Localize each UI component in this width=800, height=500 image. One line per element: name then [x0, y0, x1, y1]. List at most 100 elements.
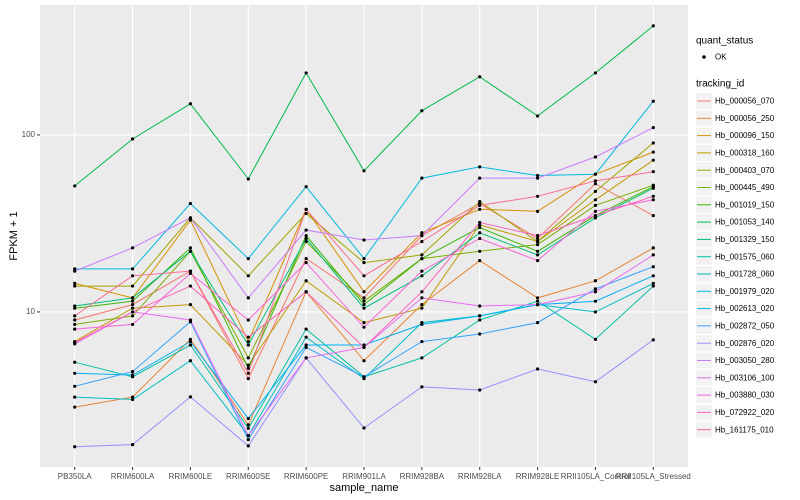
data-point	[478, 258, 482, 263]
data-point	[188, 359, 193, 363]
data-point	[246, 296, 250, 300]
data-point	[362, 375, 366, 379]
data-point	[651, 214, 655, 218]
data-point	[420, 109, 424, 113]
legend-label: Hb_003050_280	[715, 356, 775, 365]
data-point	[420, 356, 424, 360]
data-point	[535, 258, 540, 263]
data-point	[651, 99, 655, 103]
x-tick-label: RRIM600SE	[226, 472, 270, 481]
legend-label: Hb_001019_150	[715, 200, 775, 209]
data-point	[593, 198, 598, 202]
point-legend-title: quant_status	[696, 36, 753, 47]
data-point	[246, 339, 250, 344]
data-point	[478, 200, 482, 204]
data-point	[593, 290, 598, 294]
legend-label: Hb_000056_070	[715, 97, 775, 106]
data-point	[420, 306, 424, 310]
data-point	[478, 220, 482, 225]
data-point	[130, 314, 135, 318]
data-point	[478, 231, 482, 235]
data-point	[535, 236, 540, 241]
data-point	[420, 176, 424, 180]
data-point	[535, 173, 540, 178]
legend-label: Hb_002876_020	[715, 339, 775, 348]
data-point	[651, 281, 655, 285]
data-point	[130, 442, 135, 447]
data-point	[478, 75, 482, 79]
data-point	[478, 314, 482, 318]
data-point	[130, 137, 135, 141]
data-point	[535, 239, 540, 244]
data-point	[73, 327, 77, 331]
data-point	[73, 269, 77, 273]
data-point	[593, 279, 598, 283]
data-point	[73, 304, 77, 308]
x-tick-label: RRIM928LA	[458, 472, 502, 481]
data-point	[73, 267, 77, 271]
data-point	[73, 322, 77, 327]
legend-label: Hb_001053_140	[715, 218, 775, 227]
data-point	[420, 322, 424, 327]
data-point	[420, 339, 424, 344]
data-point	[188, 395, 193, 399]
data-point	[651, 246, 655, 250]
data-point	[73, 318, 77, 322]
data-point	[651, 338, 655, 342]
legend-label: Hb_001979_020	[715, 287, 775, 296]
legend-label: Hb_000318_160	[715, 149, 775, 158]
data-point	[304, 356, 308, 360]
data-point	[478, 318, 482, 322]
data-point	[130, 395, 135, 399]
data-point	[246, 444, 250, 448]
legend-label: Hb_000445_490	[715, 183, 775, 192]
data-point	[593, 216, 598, 220]
y-axis-title: FPKM + 1	[8, 211, 20, 260]
data-point	[304, 260, 308, 265]
x-tick-label: RRIM901LA	[342, 472, 386, 481]
x-tick-label: RRII105LA_Stressed	[616, 472, 691, 481]
data-point	[188, 102, 193, 106]
data-point	[246, 437, 250, 442]
data-point	[246, 318, 250, 322]
data-point	[73, 405, 77, 409]
data-point	[188, 337, 193, 341]
x-tick-label: PB350LA	[58, 472, 92, 481]
data-point	[651, 253, 655, 257]
data-point	[362, 260, 366, 265]
data-point	[593, 155, 598, 159]
data-point	[420, 239, 424, 244]
legend-label: Hb_000056_250	[715, 114, 775, 123]
data-point	[304, 279, 308, 283]
data-point	[535, 233, 540, 238]
data-point	[188, 343, 193, 347]
data-point	[362, 290, 366, 294]
data-point	[535, 367, 540, 371]
data-point	[535, 176, 540, 180]
data-point	[130, 284, 135, 288]
data-point	[362, 257, 366, 261]
data-point	[130, 296, 135, 300]
data-point	[304, 257, 308, 261]
data-point	[593, 172, 598, 176]
data-point	[651, 186, 655, 190]
data-point	[362, 302, 366, 307]
data-point	[593, 214, 598, 218]
x-tick-label: RRIM600PE	[284, 472, 328, 481]
data-point	[246, 356, 250, 360]
data-point	[130, 370, 135, 374]
data-point	[304, 290, 308, 294]
data-point	[362, 321, 366, 325]
x-tick-label: RRII105LA_Control	[561, 472, 631, 481]
data-point	[651, 194, 655, 198]
data-point	[478, 225, 482, 230]
data-point	[73, 445, 77, 449]
data-point	[651, 24, 655, 28]
data-point	[420, 233, 424, 238]
data-point	[73, 395, 77, 399]
data-point	[420, 269, 424, 273]
data-point	[593, 380, 598, 384]
data-point	[246, 335, 250, 339]
data-point	[246, 343, 250, 347]
